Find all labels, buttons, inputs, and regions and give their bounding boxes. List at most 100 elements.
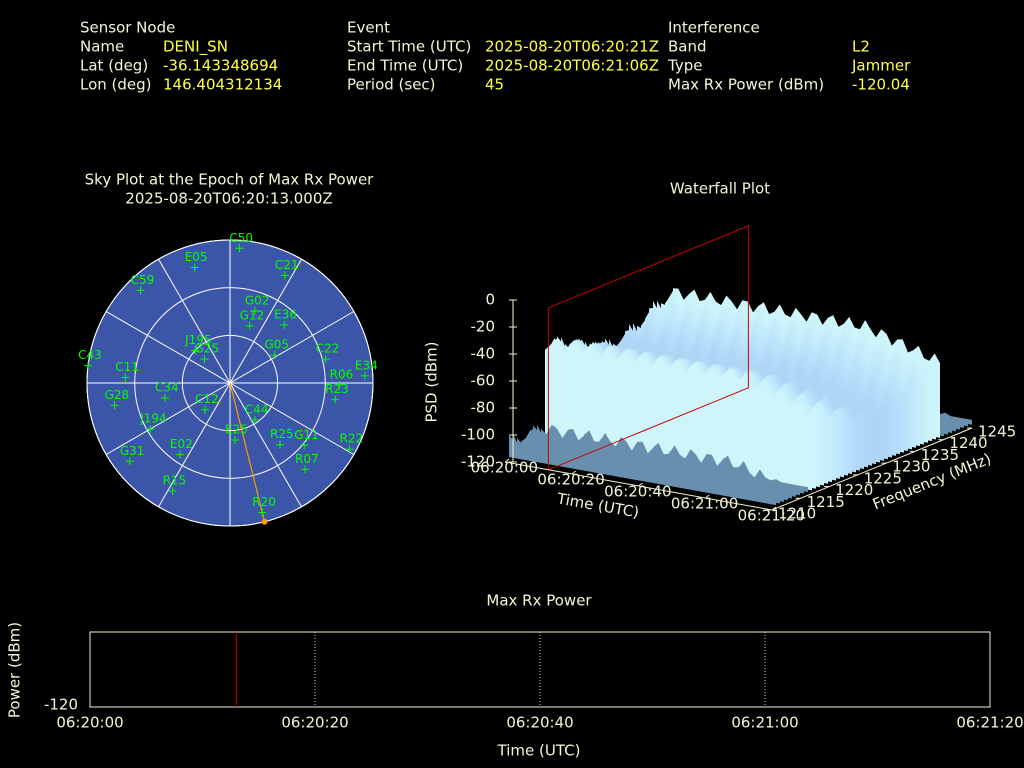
satellite-label: C34 [155, 381, 179, 395]
field-label: Lat (deg) [80, 57, 148, 75]
x-tick-label: 06:20:00 [56, 714, 123, 732]
x-tick-label: 06:21:00 [671, 495, 738, 513]
direction-line [229, 382, 266, 522]
satellite-marker [175, 450, 184, 459]
satellite-marker [125, 457, 134, 466]
satellite-label: C11 [115, 360, 139, 374]
field-label: Type [667, 57, 702, 75]
x-tick [638, 482, 643, 487]
satellite-label: R22 [340, 432, 364, 446]
x-axis-label: Time (UTC) [497, 742, 581, 760]
satellite-label: J194 [139, 412, 166, 426]
satellite-label: E34 [355, 358, 378, 372]
satellite-marker [335, 380, 344, 389]
y-axis-label: Power (dBm) [6, 622, 24, 718]
y-tick-label: 1230 [892, 458, 930, 476]
field-value: 45 [485, 76, 504, 94]
satellite-marker [84, 361, 93, 370]
satellite-marker [146, 425, 155, 434]
chart-title: Sky Plot at the Epoch of Max Rx Power [85, 171, 375, 189]
satellite-marker [250, 306, 259, 315]
satellite-marker [168, 487, 177, 496]
z-tick-label: -80 [471, 399, 496, 417]
satellite-marker [300, 441, 309, 450]
satellite-label: E25 [225, 422, 248, 436]
satellite-marker [258, 508, 267, 517]
satellite-marker [280, 271, 289, 280]
z-axis-label: PSD (dBm) [423, 341, 441, 422]
field-label: Start Time (UTC) [347, 38, 471, 56]
satellite-label: R20 [252, 495, 276, 509]
y-tick-label: 1245 [978, 423, 1016, 441]
azimuth-line [229, 258, 302, 384]
y-tick-label: 1210 [778, 505, 816, 523]
y-tick-label: 1240 [949, 434, 987, 452]
azimuth-line [229, 311, 355, 384]
field-value: -36.143348694 [163, 57, 278, 75]
satellite-label: R25 [270, 427, 294, 441]
satellite-label: G02 [245, 293, 270, 307]
x-tick-label: 06:21:00 [731, 714, 798, 732]
satellite-label: G31 [120, 444, 145, 458]
chart-title: Waterfall Plot [670, 180, 770, 198]
satellite-marker [191, 346, 200, 355]
x-tick-label: 06:20:20 [281, 714, 348, 732]
satellite-label: C21 [275, 258, 299, 272]
satellite-marker [190, 263, 199, 272]
y-tick-label: 1235 [921, 446, 959, 464]
field-label: Period (sec) [347, 76, 436, 94]
satellite-label: E36 [274, 307, 297, 321]
satellite-label: C59 [131, 273, 155, 287]
satellite-label: R15 [163, 474, 187, 488]
azimuth-line [158, 258, 231, 384]
satellite-marker [250, 415, 259, 424]
satellite-label: G11 [294, 428, 319, 442]
azimuth-line [229, 382, 355, 455]
y-tick-label: 1220 [835, 481, 873, 499]
azimuth-line [229, 382, 302, 508]
satellite-marker [280, 320, 289, 329]
satellite-marker [201, 405, 210, 414]
section-title: Sensor Node [80, 19, 175, 37]
field-value: 2025-08-20T06:20:21Z [485, 38, 659, 56]
field-value: 2025-08-20T06:21:06Z [485, 57, 659, 75]
chart-subtitle: 2025-08-20T06:20:13.000Z [125, 190, 332, 208]
x-tick [504, 458, 510, 463]
satellite-marker [331, 395, 340, 404]
satellite-label: G25 [194, 342, 219, 356]
epoch-plane [547, 225, 749, 471]
field-value: Jammer [851, 57, 911, 75]
satellite-label: R23 [325, 382, 349, 396]
x-tick-label: 06:20:40 [604, 483, 671, 501]
y-tick-label: -120 [44, 696, 78, 714]
field-label: Band [668, 38, 707, 56]
satellite-label: G28 [105, 388, 130, 402]
field-label: Lon (deg) [80, 76, 152, 94]
x-tick-label: 06:21:20 [956, 714, 1023, 732]
satellite-label: C50 [229, 231, 253, 245]
satellite-marker [136, 286, 145, 295]
satellite-marker [160, 394, 169, 403]
satellite-label: E02 [170, 437, 193, 451]
satellite-label: C44 [245, 402, 269, 416]
satellite-marker [360, 371, 369, 380]
satellite-label: G05 [264, 338, 289, 352]
section-title: Interference [668, 19, 760, 37]
x-tick [704, 494, 710, 499]
z-tick-label: -40 [471, 345, 496, 363]
y-tick-label: 1215 [807, 493, 845, 511]
satellite-label: C12 [195, 392, 219, 406]
z-tick-label: -20 [471, 318, 496, 336]
satellite-label: C22 [316, 342, 340, 356]
z-tick-label: -120 [461, 453, 495, 471]
z-tick-label: -60 [471, 372, 496, 390]
satellite-marker [275, 440, 284, 449]
satellite-marker [200, 355, 209, 364]
satellite-label: R06 [330, 367, 354, 381]
satellite-marker [321, 355, 330, 364]
x-tick-label: 06:20:20 [537, 471, 604, 489]
azimuth-line [105, 382, 231, 455]
x-tick-label: 06:20:40 [506, 714, 573, 732]
satellite-marker [230, 435, 239, 444]
